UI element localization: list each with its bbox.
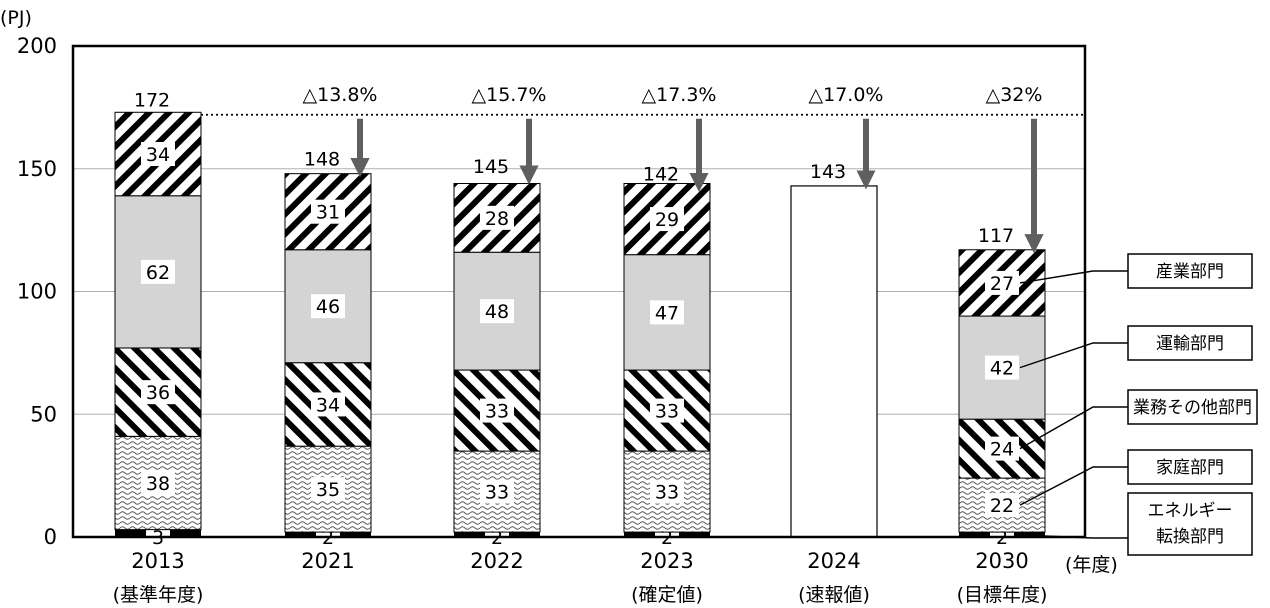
- bars: 3383662342353446312333348282333347292222…: [114, 111, 1046, 549]
- data-label: 22: [990, 495, 1014, 517]
- legend-connector: [1019, 534, 1128, 539]
- data-label-box: [985, 436, 1019, 461]
- y-tick-label: 50: [30, 402, 57, 426]
- gridlines: [73, 168, 1085, 415]
- reduction-label: △17.0%: [809, 84, 884, 106]
- x-unit-label: (年度): [1065, 554, 1118, 576]
- total-label: 117: [978, 225, 1014, 247]
- legend-connector: [1019, 342, 1128, 369]
- data-label-box: [650, 479, 684, 504]
- legend-label: 産業部門: [1156, 262, 1224, 282]
- x-tick-sublabel: (目標年度): [957, 584, 1048, 606]
- data-label-box: [985, 493, 1019, 518]
- legend-label: 家庭部門: [1156, 458, 1224, 478]
- data-label-box: [311, 199, 345, 224]
- data-label: 33: [655, 401, 679, 423]
- plot-frame: [71, 44, 1087, 539]
- axes: 0 50 100 150 200 2013 (基準年度) 2021 2022 2023 (確定値) 2…: [17, 34, 1087, 606]
- bar-total-only: [790, 185, 878, 538]
- y-unit-label: (PJ): [0, 7, 32, 29]
- data-label: 62: [146, 262, 170, 284]
- data-label-box: [985, 355, 1019, 380]
- reduction-label: △32%: [986, 84, 1043, 106]
- x-tick-sublabel: (速報値): [798, 584, 870, 606]
- reduction-label: △17.3%: [642, 84, 717, 106]
- data-label: 47: [655, 302, 679, 324]
- data-label: 27: [990, 273, 1014, 295]
- x-tick-label: 2013: [131, 549, 184, 573]
- data-label: 33: [485, 482, 509, 504]
- legend-label: エネルギー: [1148, 501, 1233, 521]
- data-label: 35: [316, 479, 340, 501]
- bar-segment: [284, 173, 372, 251]
- data-label: 24: [990, 439, 1014, 461]
- y-tick-label: 100: [17, 280, 57, 304]
- data-label-box: [141, 380, 175, 405]
- legend-label: 業務その他部門: [1133, 398, 1252, 418]
- x-tick-label: 2030: [975, 549, 1028, 573]
- total-label: 142: [643, 163, 679, 185]
- data-label: 46: [316, 296, 340, 318]
- legend-label: 運輸部門: [1156, 334, 1224, 354]
- legend-box: [1127, 325, 1253, 361]
- data-label-box: [480, 398, 514, 423]
- x-tick-label: 2023: [640, 549, 693, 573]
- x-tick-sublabel: (基準年度): [113, 584, 204, 606]
- bar-segment: [453, 369, 541, 452]
- data-label-box: [141, 470, 175, 495]
- total-label: 148: [304, 149, 340, 171]
- total-label: 172: [134, 90, 170, 112]
- data-label-box: [141, 142, 175, 167]
- reduction-label: △15.7%: [472, 84, 547, 106]
- data-label-box: [311, 392, 345, 417]
- y-tick-label: 200: [17, 34, 57, 58]
- data-label-box: [650, 398, 684, 423]
- legend-connector: [1019, 466, 1128, 506]
- data-label-box: [985, 270, 1019, 295]
- x-tick-label: 2021: [301, 549, 354, 573]
- data-label-box: [650, 207, 684, 232]
- y-tick-label: 0: [44, 525, 57, 549]
- data-label-box: [480, 479, 514, 504]
- data-label-box: [480, 205, 514, 230]
- total-label: 145: [473, 156, 509, 178]
- data-label: 29: [655, 209, 679, 231]
- reduction-label: △13.8%: [303, 84, 378, 106]
- x-tick-label: 2024: [807, 549, 860, 573]
- legend-label: 転換部門: [1156, 527, 1224, 547]
- data-label-box: [650, 300, 684, 325]
- data-label-box: [480, 299, 514, 324]
- data-label-box: [311, 294, 345, 319]
- data-label-box: [141, 259, 175, 284]
- data-label: 48: [485, 301, 509, 323]
- data-label-box: [311, 477, 345, 502]
- legend-box: [1127, 253, 1253, 289]
- annotations: 172 148 △13.8% 145 △15.7% 142 △17.3% 143 △17.0% 1…: [134, 84, 1085, 254]
- total-label: 143: [810, 161, 846, 183]
- legend-connector: [1019, 406, 1128, 450]
- data-label: 33: [485, 401, 509, 423]
- x-tick-label: 2022: [470, 549, 523, 573]
- data-label: 33: [655, 482, 679, 504]
- data-label: 34: [146, 144, 170, 166]
- data-label: 42: [990, 358, 1014, 380]
- y-tick-label: 150: [17, 157, 57, 181]
- data-label: 38: [146, 473, 170, 495]
- x-tick-sublabel: (確定値): [631, 584, 703, 606]
- data-label: 28: [485, 208, 509, 230]
- data-label: 34: [316, 394, 340, 416]
- legend-connector: [1019, 270, 1128, 284]
- legend-box: [1127, 492, 1253, 556]
- data-label: 31: [316, 202, 340, 224]
- data-label: 36: [146, 382, 170, 404]
